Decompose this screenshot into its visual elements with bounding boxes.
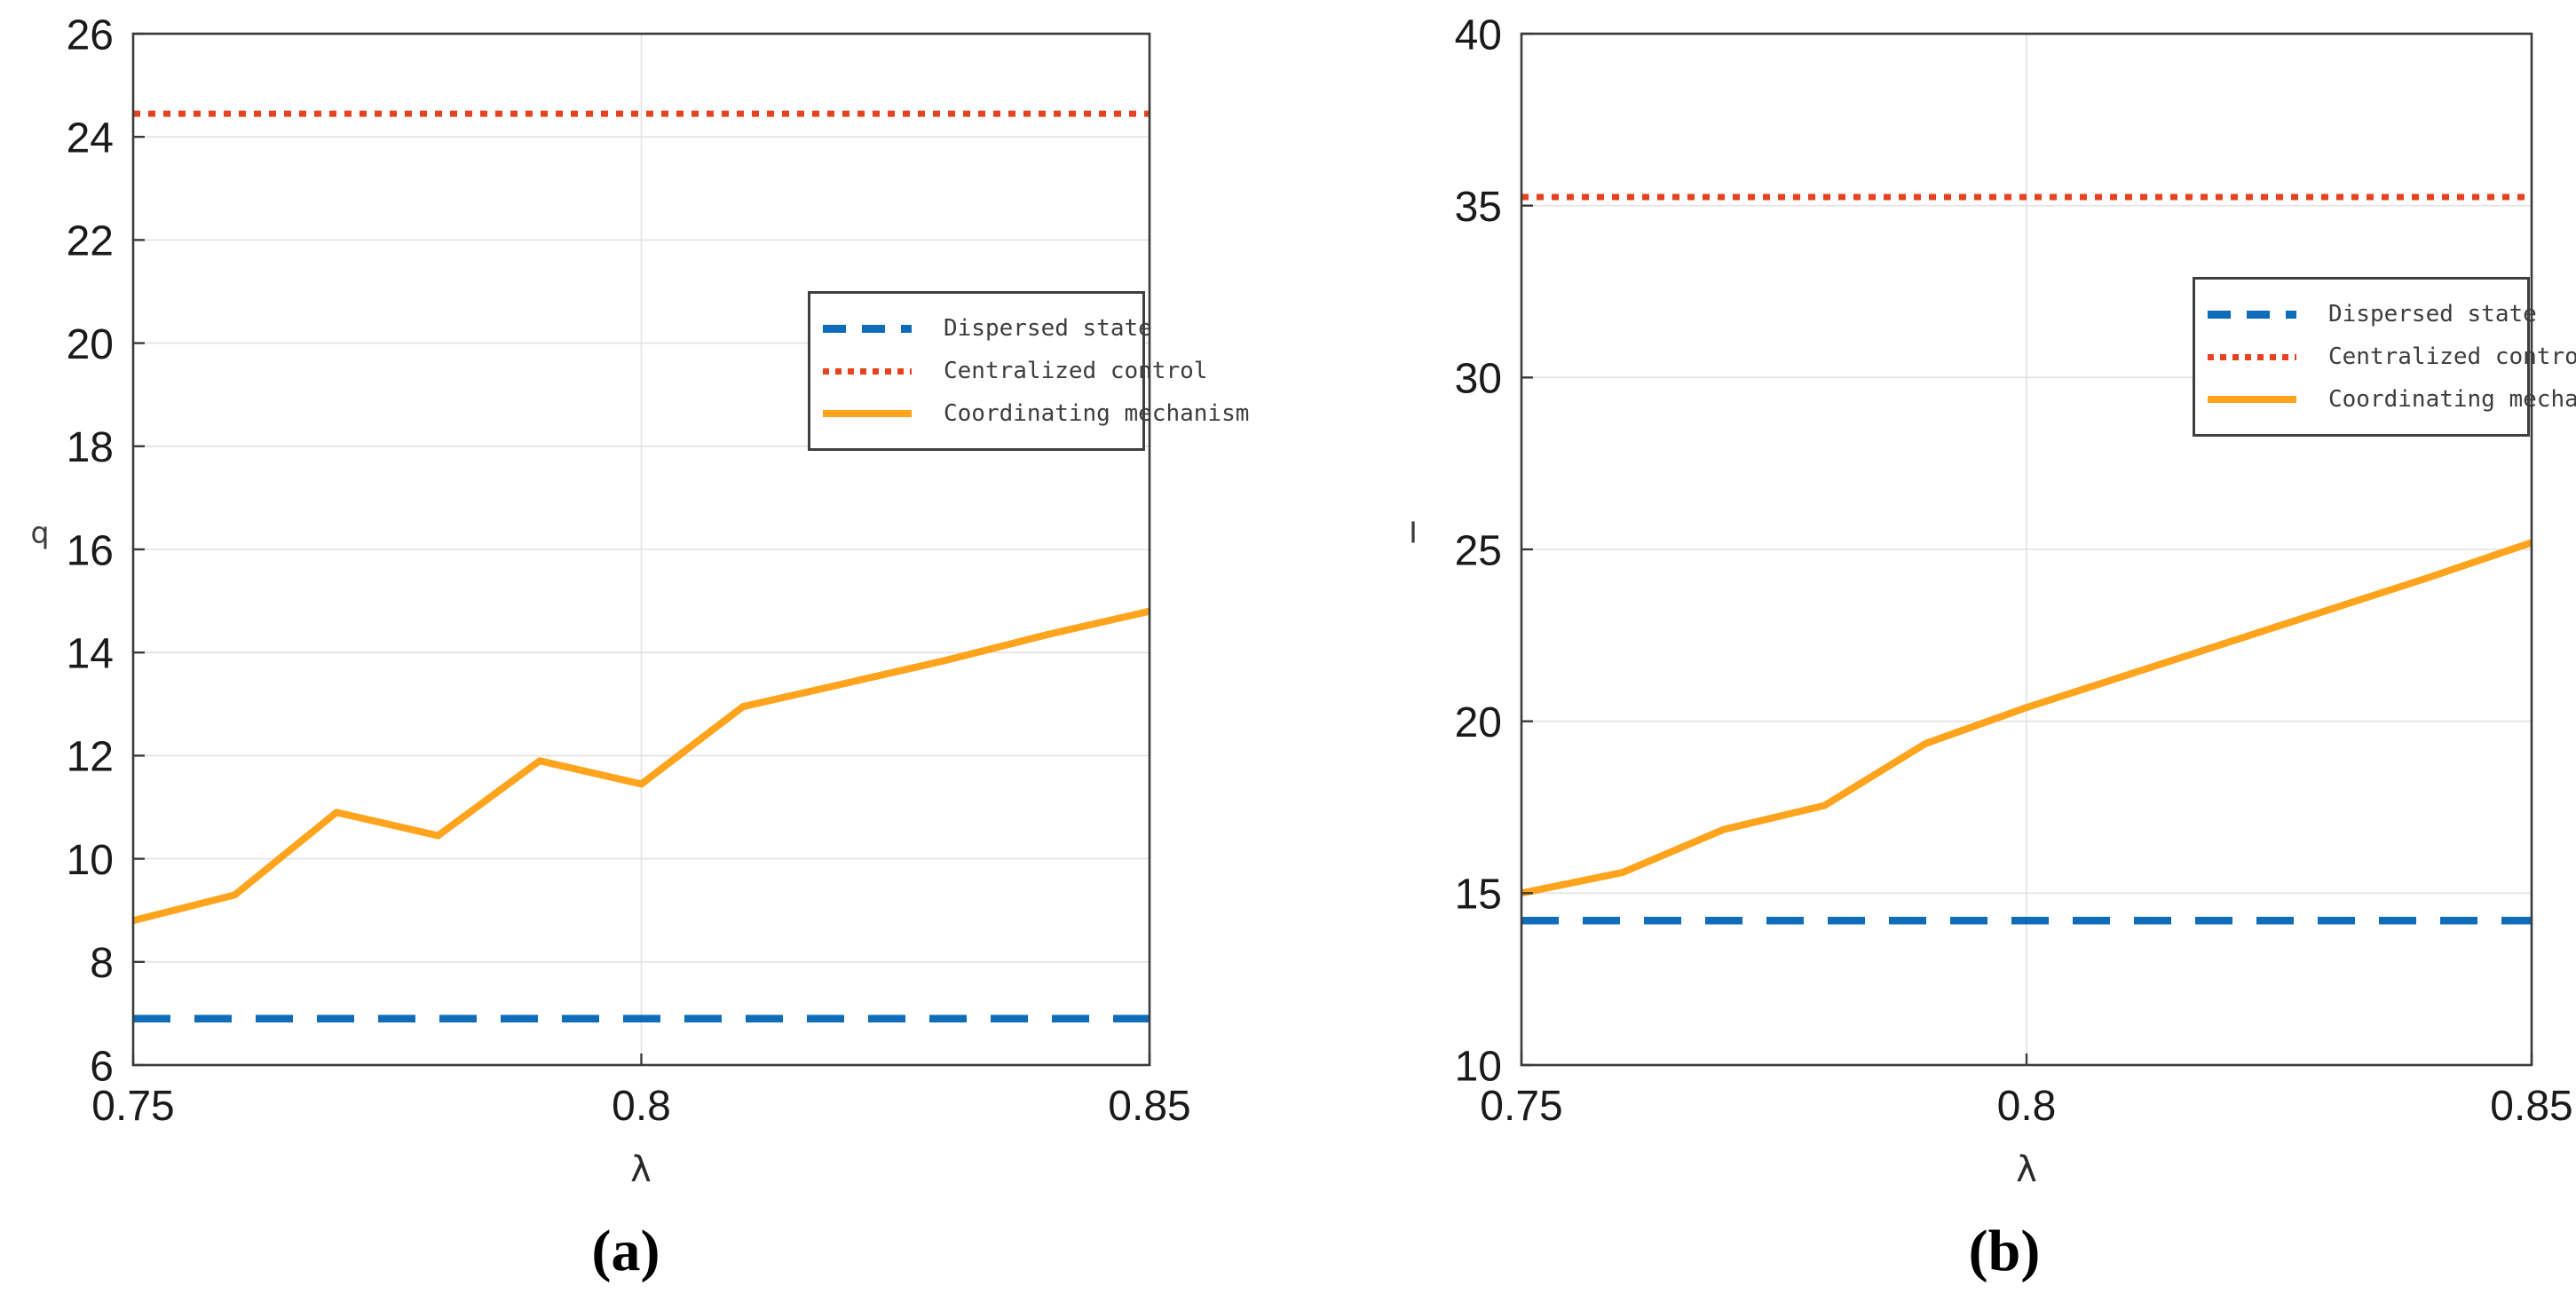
ticks: 10 15 20 25 30 35 40 0.75 0.8 0.85: [1455, 12, 2573, 1130]
dotted-line-sample: [823, 367, 912, 375]
y-tick-label: 12: [67, 734, 114, 781]
dotted-line-sample: [2208, 353, 2296, 360]
y-tick-label: 8: [90, 940, 114, 987]
series: [1521, 193, 2533, 925]
legend-label: Dispersed state: [944, 315, 1152, 342]
y-tick-label: 24: [67, 114, 114, 162]
y-tick-label: 20: [67, 321, 114, 368]
y-tick-label: 14: [67, 630, 114, 677]
y-tick-label: 26: [67, 12, 114, 59]
x-tick-label: 0.8: [612, 1083, 671, 1130]
solid-line-sample: [2208, 396, 2296, 403]
legend-b: Dispersed state Centralized control Coor…: [2193, 277, 2576, 437]
y-tick-label: 18: [67, 424, 114, 471]
x-axis-label-a: λ: [630, 1149, 652, 1190]
y-tick-label: 40: [1455, 12, 1502, 59]
y-axis-label-a: q: [30, 515, 50, 550]
chart-a: 6 8 10 12 14 16 18 20 22 24 26 0.75 0.8 0.85: [67, 12, 1191, 1130]
legend-label: Centralized control: [944, 358, 1208, 384]
gridlines: [133, 34, 1150, 1065]
y-tick-label: 10: [67, 837, 114, 884]
y-tick-label: 16: [67, 527, 114, 574]
legend-a: Dispersed state Centralized control Coor…: [808, 291, 1249, 451]
x-tick-label: 0.8: [1997, 1083, 2057, 1130]
legend-item-centralized: Centralized control: [2208, 343, 2576, 370]
y-tick-label: 10: [1455, 1043, 1502, 1090]
ticks: 6 8 10 12 14 16 18 20 22 24 26 0.75 0.8 0.85: [67, 12, 1191, 1130]
caption-a: (a): [591, 1219, 660, 1283]
series-line-solid: [1521, 539, 2533, 897]
series: [132, 110, 1150, 1022]
y-tick-label: 30: [1455, 356, 1502, 403]
solid-line-sample: [823, 410, 912, 417]
chart-b: 10 15 20 25 30 35 40 0.75 0.8 0.85: [1455, 12, 2573, 1130]
x-tick-label: 0.75: [91, 1083, 174, 1130]
legend-label: Coordinating mechanism: [2328, 386, 2576, 413]
legend-label: Dispersed state: [2328, 301, 2537, 328]
y-axis-label-b: I: [1409, 515, 1418, 550]
y-tick-label: 35: [1455, 184, 1502, 231]
x-axis-label-b: λ: [2016, 1149, 2037, 1190]
y-tick-label: 25: [1455, 527, 1502, 574]
dashed-line-sample: [823, 324, 912, 333]
y-tick-label: 20: [1455, 699, 1502, 746]
y-tick-label: 15: [1455, 872, 1502, 919]
y-tick-label: 22: [67, 218, 114, 265]
series-line-solid: [132, 607, 1150, 925]
legend-item-coordinating: Coordinating mechanism: [823, 400, 1249, 427]
legend-label: Centralized control: [2328, 343, 2576, 370]
caption-b: (b): [1968, 1219, 2041, 1283]
legend-item-dispersed: Dispersed state: [2208, 301, 2537, 328]
y-tick-label: 6: [90, 1043, 114, 1090]
x-tick-label: 0.85: [1108, 1083, 1190, 1130]
legend-label: Coordinating mechanism: [944, 400, 1250, 427]
x-tick-label: 0.75: [1480, 1083, 1562, 1130]
gridlines: [1521, 34, 2532, 1065]
legend-item-centralized: Centralized control: [823, 358, 1207, 384]
legend-item-dispersed: Dispersed state: [823, 315, 1152, 342]
legend-item-coordinating: Coordinating mechanism: [2208, 386, 2576, 413]
x-tick-label: 0.85: [2490, 1083, 2572, 1130]
dashed-line-sample: [2208, 310, 2296, 319]
